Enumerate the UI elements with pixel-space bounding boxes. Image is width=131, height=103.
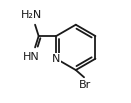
Text: N: N: [52, 54, 60, 64]
Text: HN: HN: [23, 52, 40, 62]
Text: H₂N: H₂N: [21, 10, 42, 20]
Text: Br: Br: [79, 80, 91, 90]
